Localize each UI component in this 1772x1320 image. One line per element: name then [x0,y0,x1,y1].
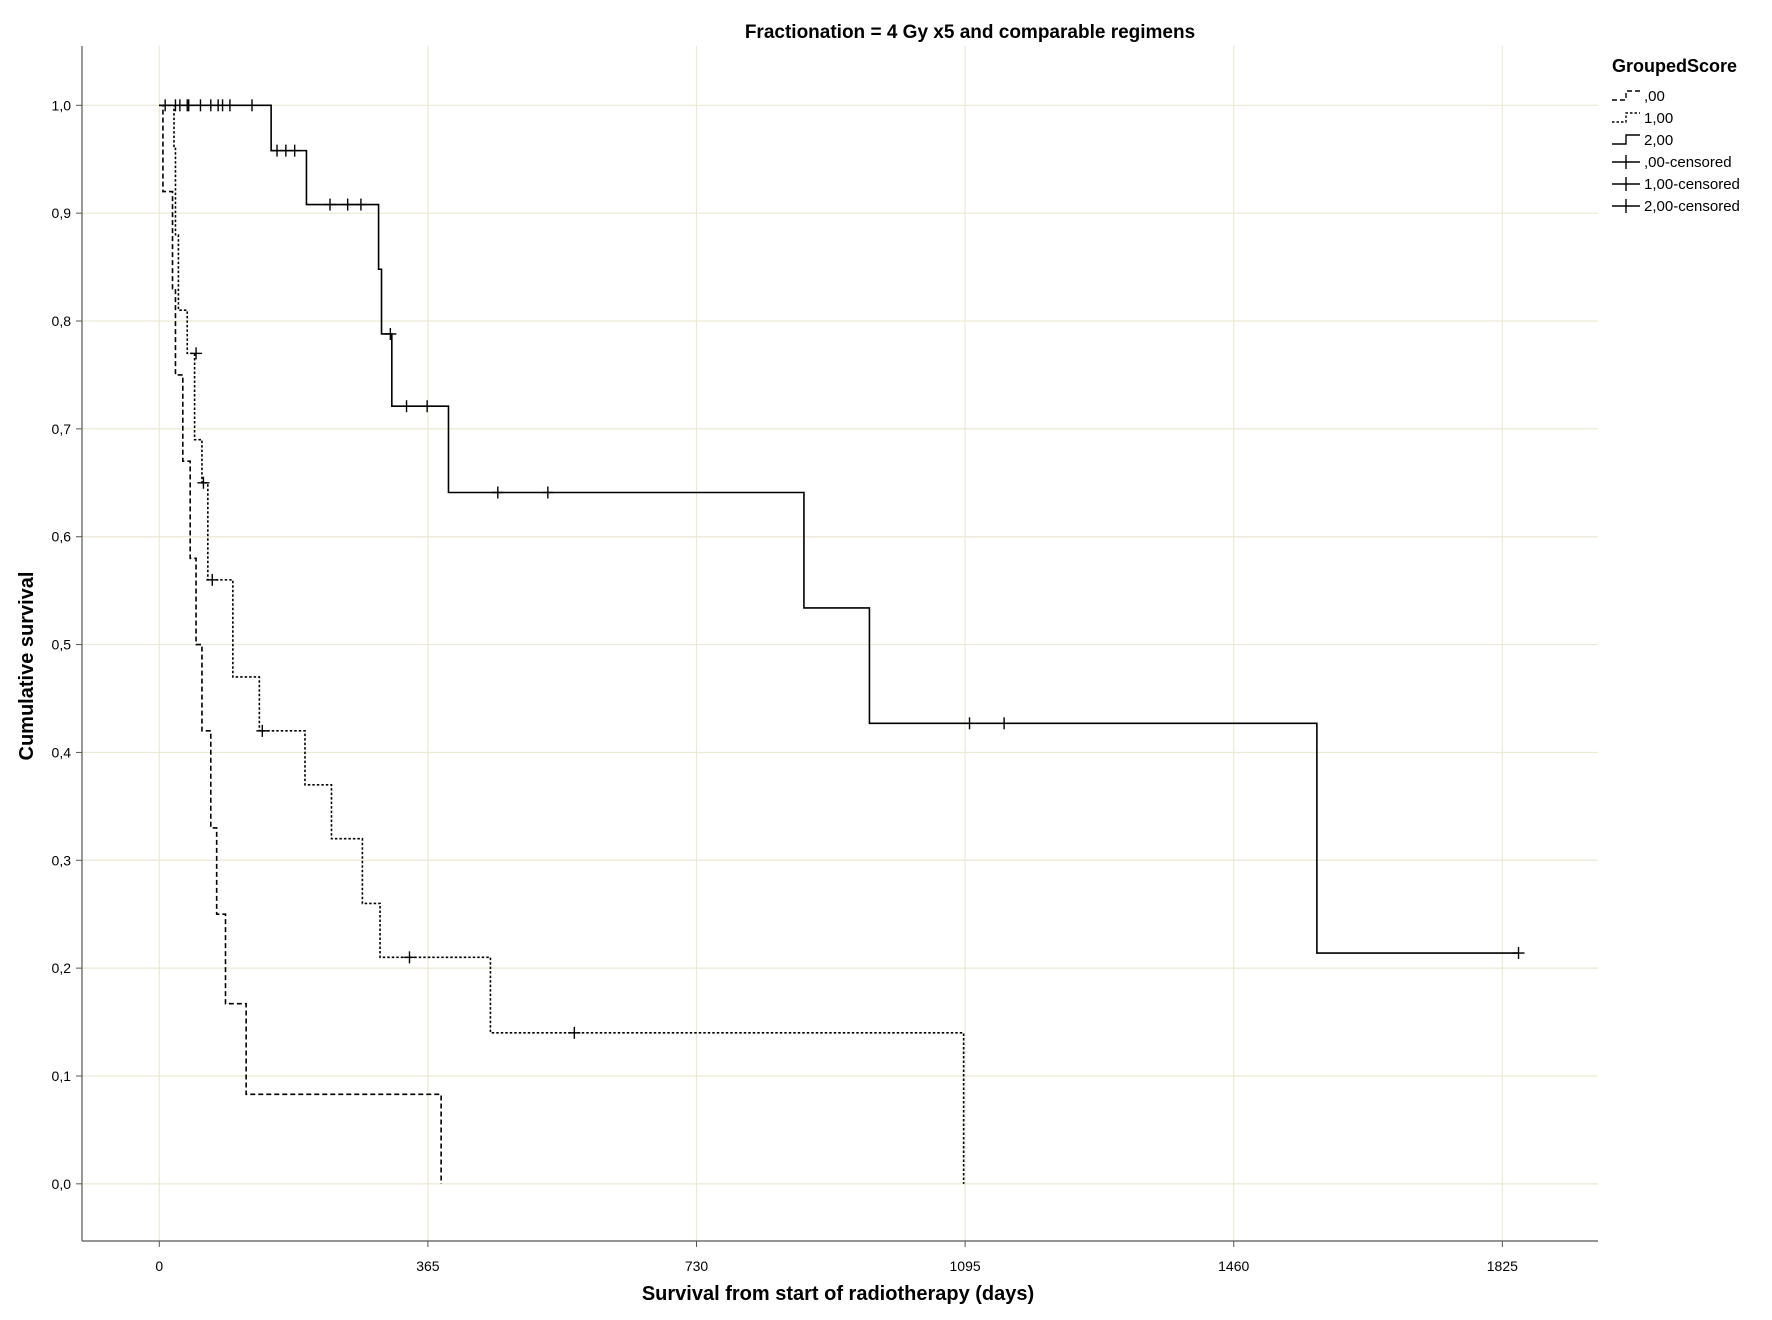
censor-mark [963,717,976,730]
legend-label: 2,00-censored [1644,198,1740,215]
y-tick-label: 0,9 [52,205,72,221]
censor-mark [181,99,194,112]
series-line-3 [159,104,1519,954]
censor-mark [169,99,182,112]
y-tick-label: 0,2 [52,960,72,976]
y-tick-label: 0,7 [52,421,72,437]
censor-mark [384,327,397,340]
censor-mark [998,717,1011,730]
legend-label: 1,00 [1644,110,1673,127]
censor-mark [197,476,210,489]
censor-mark [403,951,416,964]
censor-mark [541,486,554,499]
series-line-2 [159,104,965,1184]
censor-marks [159,99,1525,1039]
censor-mark [223,99,236,112]
legend-symbol-step [1612,90,1640,101]
x-tick-labels: 0 365 730 1095 1460 1825 [155,1258,1518,1274]
censor-mark [194,99,207,112]
censor-mark [421,400,434,413]
legend-symbol-step [1612,112,1640,123]
x-tick-label: 365 [416,1258,440,1274]
y-axis-label: Cumulative survival [16,572,38,761]
legend-items: ,00 1,00 2,00 ,00-censored 1,00-censored 2,00… [1612,88,1740,215]
x-tick-label: 1460 [1218,1258,1249,1274]
censor-mark [190,347,203,360]
y-tick-label: 0,0 [52,1176,72,1192]
censor-mark [354,198,367,211]
censor-mark [491,486,504,499]
y-tick-label: 0,5 [52,637,72,653]
censor-mark [288,144,301,157]
series-lines [159,104,1519,1184]
chart-title: Fractionation = 4 Gy x5 and comparable r… [745,22,1195,43]
legend-label: 2,00 [1644,132,1673,149]
legend-item: ,00-censored [1612,154,1732,171]
y-tick-label: 0,3 [52,852,72,868]
x-axis-label: Survival from start of radiotherapy (day… [642,1283,1034,1305]
censor-mark [159,99,172,112]
censor-mark [568,1026,581,1039]
legend-item: 2,00 [1612,132,1673,149]
legend-item: 2,00-censored [1612,198,1740,215]
gridlines [82,46,1598,1241]
legend-label: 1,00-censored [1644,176,1740,193]
y-tick-label: 0,8 [52,313,72,329]
y-tick-label: 1,0 [52,97,72,113]
legend-item: 1,00 [1612,110,1673,127]
legend-label: ,00 [1644,88,1665,105]
legend-item: 1,00-censored [1612,176,1740,193]
legend-title: GroupedScore [1612,56,1737,76]
censor-mark [324,198,337,211]
censor-mark [400,400,413,413]
censor-mark [341,198,354,211]
legend-label: ,00-censored [1644,154,1732,171]
censor-mark [256,724,269,737]
censor-mark [206,573,219,586]
x-tick-label: 730 [685,1258,709,1274]
y-tick-label: 0,4 [52,744,72,760]
y-tick-labels: 0,0 0,1 0,2 0,3 0,4 0,5 0,6 0,7 0,8 0,9 1,0 [52,97,72,1192]
axes [76,46,1598,1247]
y-tick-label: 0,6 [52,529,72,545]
x-tick-label: 1095 [950,1258,981,1274]
censor-mark [245,99,258,112]
legend-symbol-step [1612,134,1640,145]
x-tick-label: 0 [155,1258,163,1274]
y-tick-label: 0,1 [52,1068,72,1084]
x-tick-label: 1825 [1487,1258,1518,1274]
legend: GroupedScore ,00 1,00 2,00 ,00-censored 1,00… [1612,56,1740,215]
series-line-1 [159,104,442,1184]
legend-item: ,00 [1612,88,1665,105]
censor-mark [1512,947,1525,960]
